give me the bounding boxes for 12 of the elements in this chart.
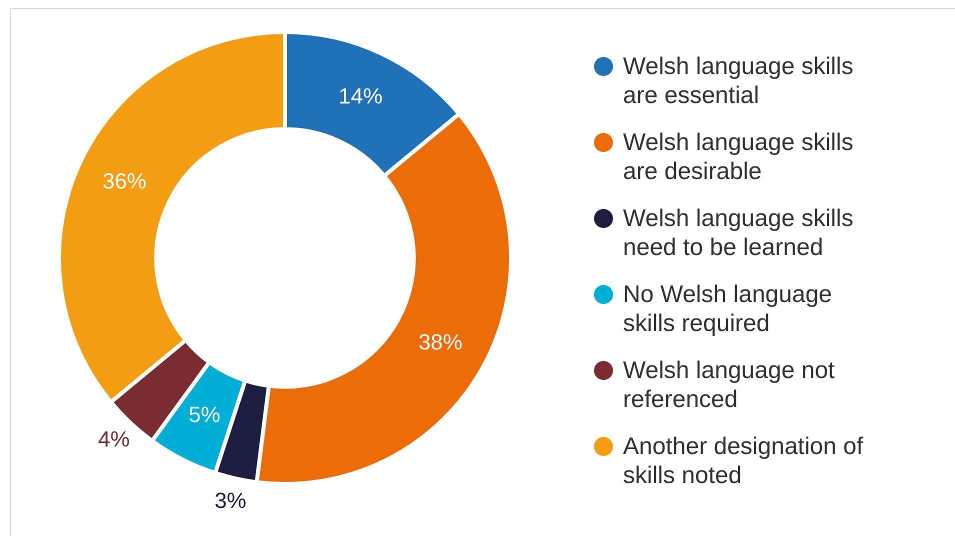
data-label: 36% [102, 168, 146, 194]
legend-label: Welsh language skills are desirable [623, 128, 854, 186]
data-label: 4% [98, 426, 130, 452]
legend-label: Welsh language skills need to be learned [623, 204, 854, 262]
data-label: 3% [214, 488, 246, 514]
legend-label: Another designation of skills noted [623, 432, 864, 490]
legend-label: Welsh language not referenced [623, 356, 836, 414]
legend-label: No Welsh language skills required [623, 280, 834, 338]
data-label: 38% [418, 330, 462, 355]
data-label: 5% [188, 402, 220, 428]
legend-label: Welsh language skills are essential [623, 52, 854, 110]
data-label: 14% [338, 84, 383, 109]
